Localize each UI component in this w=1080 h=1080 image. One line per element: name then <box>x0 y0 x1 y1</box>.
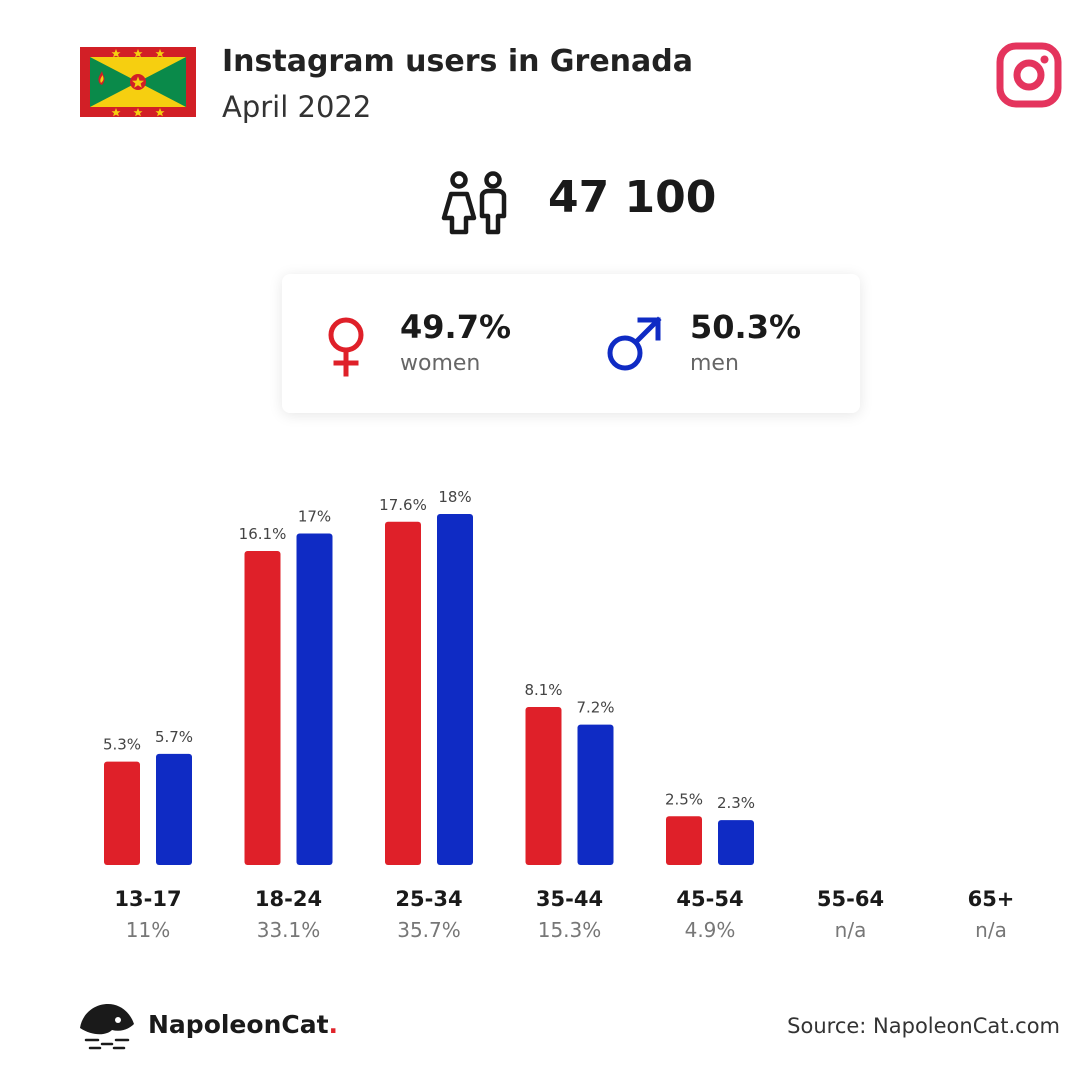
category-label-25-34: 25-34 <box>395 887 462 911</box>
source-note: Source: NapoleonCat.com <box>787 1014 1060 1038</box>
bar-18-24-s0 <box>244 551 281 865</box>
bar-35-44-s1 <box>577 724 614 865</box>
bar-label-13-17-s1: 5.7% <box>155 728 193 746</box>
men-label: men <box>690 351 739 376</box>
category-total-55-64: n/a <box>835 918 867 942</box>
bar-label-35-44-s0: 8.1% <box>524 681 562 699</box>
category-label-35-44: 35-44 <box>536 887 603 911</box>
category-total-25-34: 35.7% <box>397 918 461 942</box>
bar-label-18-24-s1: 17% <box>298 508 331 526</box>
category-label-65+: 65+ <box>968 887 1015 911</box>
female-symbol-icon <box>328 317 364 377</box>
category-label-55-64: 55-64 <box>817 887 884 911</box>
bar-label-35-44-s1: 7.2% <box>576 699 614 717</box>
bar-45-54-s0 <box>666 816 702 865</box>
category-total-65+: n/a <box>975 918 1007 942</box>
total-users-value: 47 100 <box>548 172 717 223</box>
category-total-13-17: 11% <box>126 918 170 942</box>
category-total-45-54: 4.9% <box>685 918 736 942</box>
male-symbol-icon <box>607 316 662 371</box>
instagram-icon <box>996 42 1062 108</box>
bar-13-17-s1 <box>156 753 192 865</box>
women-percent: 49.7% <box>400 308 512 346</box>
bar-label-13-17-s0: 5.3% <box>103 736 141 754</box>
bar-13-17-s0 <box>104 761 140 865</box>
category-label-18-24: 18-24 <box>255 887 322 911</box>
men-percent: 50.3% <box>690 308 802 346</box>
bar-label-25-34-s1: 18% <box>438 488 471 506</box>
bar-45-54-s1 <box>718 820 754 865</box>
brand-dot: . <box>328 1010 339 1039</box>
category-label-13-17: 13-17 <box>114 887 181 911</box>
bar-35-44-s0 <box>525 707 562 865</box>
brand-name-text: NapoleonCat <box>148 1010 329 1039</box>
bar-18-24-s1 <box>296 533 333 865</box>
category-label-45-54: 45-54 <box>676 887 743 911</box>
chart-title: Instagram users in Grenada <box>222 44 694 79</box>
bar-25-34-s0 <box>385 521 421 865</box>
bar-label-25-34-s0: 17.6% <box>379 496 427 514</box>
grenada-flag-icon <box>80 47 196 117</box>
chart-subtitle: April 2022 <box>222 90 372 124</box>
brand-name: NapoleonCat. <box>148 1010 338 1039</box>
women-label: women <box>400 351 481 376</box>
bar-label-45-54-s0: 2.5% <box>665 790 703 808</box>
bar-label-18-24-s0: 16.1% <box>239 525 287 543</box>
napoleoncat-logo-icon <box>80 1004 134 1050</box>
bar-25-34-s1 <box>437 514 473 865</box>
gender-summary-card: 49.7% women 50.3% men <box>282 274 860 413</box>
age-gender-bar-chart: 5.3% 5.7% 13-17 11% 16.1% 17% 18-24 33.1% 17.6% 1… <box>103 488 1015 942</box>
bar-label-45-54-s1: 2.3% <box>717 794 755 812</box>
category-total-18-24: 33.1% <box>257 918 321 942</box>
people-icon <box>441 171 507 235</box>
category-total-35-44: 15.3% <box>538 918 602 942</box>
